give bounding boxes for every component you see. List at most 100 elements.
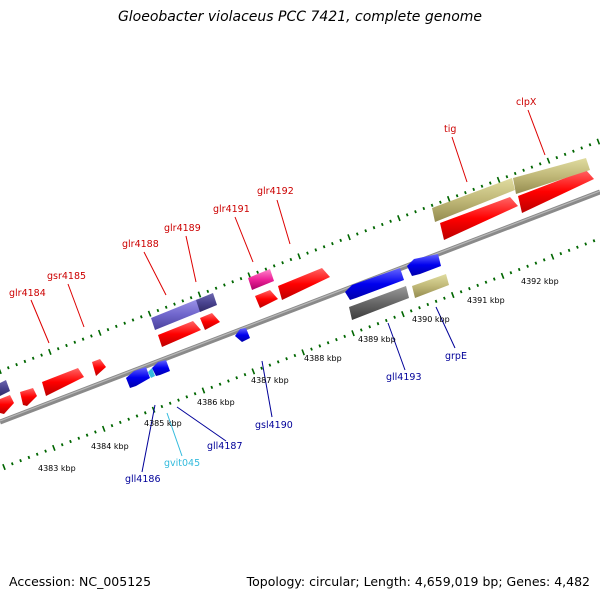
inner-tick-marks: [2, 239, 596, 471]
major-tick: [450, 291, 455, 299]
gene-label-clpX[interactable]: clpX: [516, 97, 537, 108]
minor-tick: [389, 219, 392, 223]
gene-feature[interactable]: [440, 197, 518, 240]
gene-feature[interactable]: [412, 274, 449, 298]
minor-tick: [314, 248, 318, 252]
minor-tick: [139, 315, 143, 319]
gene-feature[interactable]: [20, 388, 37, 406]
genome-title: Gloeobacter violaceus PCC 7421, complete…: [117, 9, 483, 25]
outer-tick-marks: [0, 138, 600, 375]
gene-label-gsl4190[interactable]: gsl4190: [255, 420, 293, 431]
minor-tick: [181, 299, 185, 303]
gene-label-tig[interactable]: tig: [444, 124, 456, 135]
minor-tick: [588, 143, 592, 147]
minor-tick: [210, 385, 214, 390]
kbp-label: 4387 kbp: [251, 376, 289, 385]
gene-label-gll4187[interactable]: gll4187: [207, 441, 243, 452]
minor-tick: [464, 190, 467, 195]
accession-label: Accession: NC_005125: [9, 574, 152, 589]
minor-tick: [563, 152, 567, 157]
minor-tick: [331, 241, 334, 246]
gene-label-glr4184[interactable]: glr4184: [9, 288, 46, 299]
gene-label-gvit045[interactable]: gvit045: [164, 458, 200, 469]
minor-tick: [285, 357, 288, 361]
minor-tick: [522, 168, 525, 172]
gene-feature[interactable]: [0, 380, 10, 396]
major-tick: [347, 234, 351, 241]
gene-feature[interactable]: [0, 395, 14, 414]
gene-feature[interactable]: [196, 293, 217, 312]
gene-feature[interactable]: [407, 254, 441, 276]
minor-tick: [538, 162, 542, 166]
minor-tick: [476, 283, 480, 288]
gene-feature[interactable]: [235, 328, 250, 342]
gene-feature[interactable]: [126, 367, 150, 388]
gene-feature[interactable]: [345, 268, 404, 300]
major-tick: [301, 349, 305, 356]
minor-tick: [69, 439, 72, 444]
minor-tick: [73, 340, 77, 344]
minor-tick: [439, 200, 442, 204]
minor-tick: [60, 443, 64, 447]
minor-tick: [85, 433, 89, 437]
minor-tick: [289, 257, 293, 262]
gene-label-glr4189[interactable]: glr4189: [164, 223, 201, 234]
minor-tick: [256, 270, 259, 274]
minor-tick: [260, 366, 263, 370]
gene-feature[interactable]: [255, 290, 278, 308]
gene-feature[interactable]: [248, 269, 274, 290]
major-tick: [500, 272, 505, 279]
minor-tick: [239, 276, 243, 281]
gene-feature[interactable]: [432, 178, 515, 222]
gene-label-glr4191[interactable]: glr4191: [213, 204, 250, 215]
gene-feature[interactable]: [278, 268, 330, 300]
minor-tick: [555, 155, 559, 160]
gene-feature[interactable]: [158, 321, 201, 347]
minor-tick: [430, 203, 434, 208]
gene-feature[interactable]: [148, 368, 155, 378]
minor-tick: [434, 299, 438, 304]
minor-tick: [559, 251, 563, 256]
minor-tick: [376, 321, 380, 326]
minor-tick: [164, 305, 168, 309]
label-leader-lines: [30, 109, 546, 473]
major-tick: [0, 368, 2, 375]
gene-feature[interactable]: [42, 368, 84, 396]
kbp-label: 4386 kbp: [197, 398, 235, 407]
minor-tick: [19, 458, 22, 463]
minor-tick: [235, 376, 239, 380]
kbp-label: 4388 kbp: [304, 354, 342, 363]
gene-feature[interactable]: [151, 299, 202, 330]
gene-label-gsr4185[interactable]: gsr4185: [47, 271, 86, 282]
major-tick: [197, 291, 202, 298]
gene-feature[interactable]: [513, 158, 590, 194]
major-tick: [397, 215, 401, 222]
minor-tick: [223, 283, 226, 287]
gene-feature[interactable]: [518, 170, 594, 213]
major-tick: [401, 311, 405, 318]
minor-tick: [127, 417, 131, 421]
kbp-label: 4384 kbp: [91, 442, 129, 451]
gene-feature[interactable]: [92, 359, 106, 376]
minor-tick: [214, 286, 218, 290]
gene-feature[interactable]: [200, 313, 220, 330]
minor-tick: [243, 372, 247, 377]
gene-feature[interactable]: [349, 286, 409, 320]
gene-label-glr4192[interactable]: glr4192: [257, 186, 294, 197]
gene-label-glr4188[interactable]: glr4188: [122, 239, 159, 250]
gene-labels: glr4184 gsr4185 glr4188 glr4189 glr4191 …: [9, 97, 537, 485]
minor-tick: [193, 392, 197, 396]
minor-tick: [368, 325, 372, 329]
gene-label-gll4186[interactable]: gll4186: [125, 474, 161, 485]
minor-tick: [380, 222, 384, 227]
minor-tick: [135, 414, 139, 418]
reverse-genes: [126, 254, 449, 388]
gene-feature[interactable]: [152, 360, 170, 376]
gene-label-grpE[interactable]: grpE: [445, 351, 467, 362]
minor-tick: [118, 420, 122, 425]
minor-tick: [455, 194, 459, 198]
kbp-label: 4392 kbp: [521, 277, 559, 286]
minor-tick: [106, 327, 110, 332]
minor-tick: [114, 324, 118, 329]
gene-label-gll4193[interactable]: gll4193: [386, 372, 422, 383]
